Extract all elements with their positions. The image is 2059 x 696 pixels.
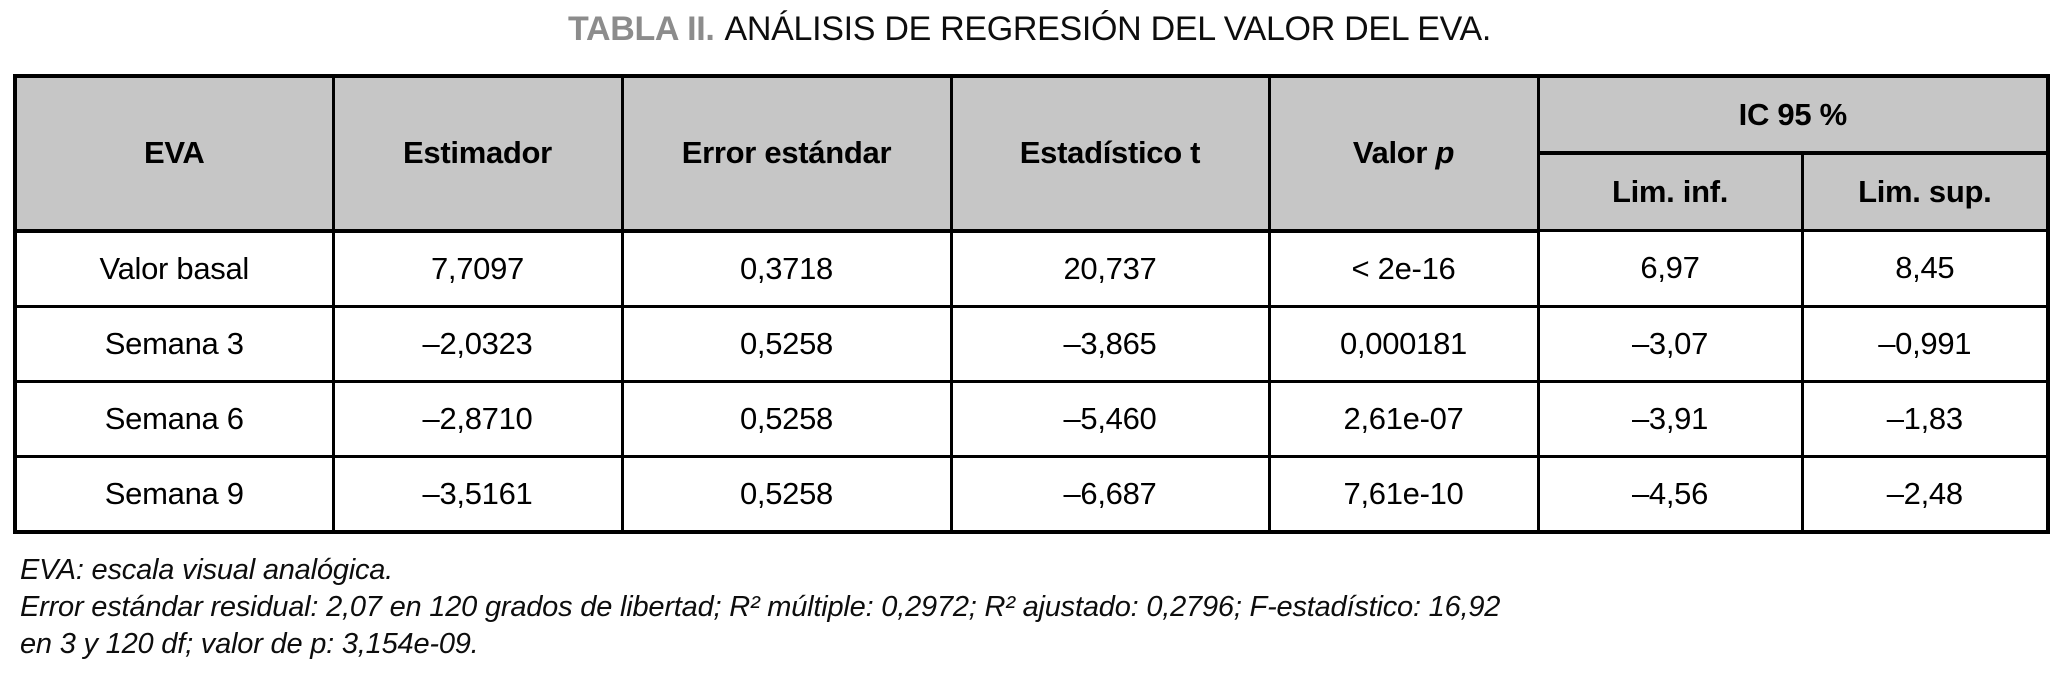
valor-p-prefix: Valor	[1352, 135, 1436, 171]
footnote-line-1: EVA: escala visual analógica.	[20, 554, 394, 586]
cell-estadistico-t: –6,687	[949, 454, 1271, 533]
cell-estadistico-t: 20,737	[949, 229, 1271, 308]
cell-eva: Semana 6	[13, 379, 335, 458]
footnote-line-3: en 3 y 120 df; valor de p: 3,154e-09.	[20, 628, 479, 660]
col-header-lim-inf: Lim. inf.	[1536, 151, 1804, 232]
cell-estimador: –2,8710	[331, 379, 624, 458]
cell-error: 0,5258	[620, 304, 953, 383]
cell-error: 0,3718	[620, 229, 953, 308]
cell-lim-sup: –0,991	[1800, 304, 2050, 383]
col-header-ic95-group: IC 95 %	[1536, 74, 2050, 155]
cell-lim-inf: 6,97	[1536, 229, 1804, 308]
table-row-valor-basal: Valor basal 7,7097 0,3718 20,737 < 2e-16…	[13, 229, 2050, 308]
cell-lim-inf: –3,91	[1536, 379, 1804, 458]
cell-eva: Valor basal	[13, 229, 335, 308]
cell-lim-inf: –4,56	[1536, 454, 1804, 533]
col-header-eva: EVA	[13, 74, 335, 233]
table-row-semana-3: Semana 3 –2,0323 0,5258 –3,865 0,000181 …	[13, 304, 2050, 383]
cell-error: 0,5258	[620, 454, 953, 533]
cell-valor-p: < 2e-16	[1267, 229, 1540, 308]
table-row-semana-9: Semana 9 –3,5161 0,5258 –6,687 7,61e-10 …	[13, 454, 2050, 533]
cell-valor-p: 7,61e-10	[1267, 454, 1540, 533]
cell-estimador: 7,7097	[331, 229, 624, 308]
cell-estadistico-t: –3,865	[949, 304, 1271, 383]
page-title: TABLA II. ANÁLISIS DE REGRESIÓN DEL VALOR…	[0, 10, 2059, 49]
col-header-lim-sup: Lim. sup.	[1800, 151, 2050, 232]
valor-p-symbol: p	[1435, 135, 1455, 171]
cell-lim-inf: –3,07	[1536, 304, 1804, 383]
cell-eva: Semana 9	[13, 454, 335, 533]
cell-lim-sup: –1,83	[1800, 379, 2050, 458]
footnote-line-2: Error estándar residual: 2,07 en 120 gra…	[20, 591, 1501, 623]
cell-valor-p: 0,000181	[1267, 304, 1540, 383]
regression-table: EVA Estimador Error estándar Estadístico…	[13, 74, 2051, 534]
cell-lim-sup: –2,48	[1800, 454, 2050, 533]
cell-eva: Semana 3	[13, 304, 335, 383]
table-row-semana-6: Semana 6 –2,8710 0,5258 –5,460 2,61e-07 …	[13, 379, 2050, 458]
cell-valor-p: 2,61e-07	[1267, 379, 1540, 458]
col-header-error-estandar: Error estándar	[620, 74, 953, 233]
col-header-estadistico-t: Estadístico t	[949, 74, 1271, 233]
cell-error: 0,5258	[620, 379, 953, 458]
table-number-label: TABLA II.	[568, 10, 715, 48]
footnotes: EVA: escala visual analógica. Error está…	[20, 552, 2040, 663]
table-title-text: ANÁLISIS DE REGRESIÓN DEL VALOR DEL EVA.	[724, 10, 1492, 48]
col-header-valor-p: Valor p	[1267, 74, 1540, 233]
cell-lim-sup: 8,45	[1800, 229, 2050, 308]
cell-estimador: –2,0323	[331, 304, 624, 383]
cell-estimador: –3,5161	[331, 454, 624, 533]
cell-estadistico-t: –5,460	[949, 379, 1271, 458]
col-header-estimador: Estimador	[331, 74, 624, 233]
